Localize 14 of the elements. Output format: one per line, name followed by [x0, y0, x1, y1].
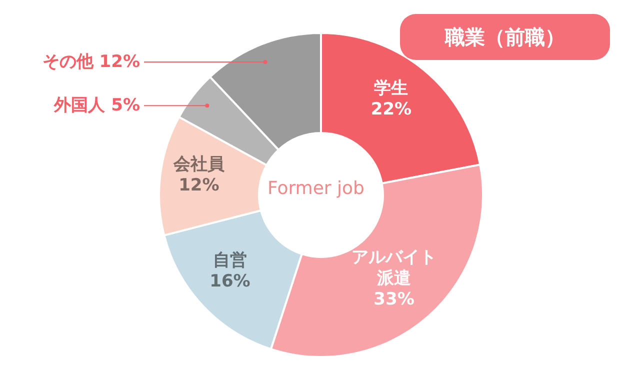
data-label: 12% — [99, 52, 140, 72]
data-label: 16% — [210, 271, 250, 292]
slice-label: アルバイト派遣 — [352, 248, 437, 289]
slice-label: 外国人 — [54, 96, 106, 116]
slice-label: 学生 — [374, 78, 408, 99]
text: Former job — [266, 178, 366, 199]
data-label: 12% — [178, 176, 220, 196]
data-label: 5% — [111, 96, 140, 116]
chart-title: 職業（前職） — [400, 14, 610, 60]
slice-label: その他 — [42, 52, 94, 72]
slice-label: 自営 — [212, 250, 247, 270]
slice-label: 会社員 — [172, 154, 226, 175]
data-label: 22% — [370, 100, 412, 120]
data-label: 33% — [374, 290, 414, 310]
